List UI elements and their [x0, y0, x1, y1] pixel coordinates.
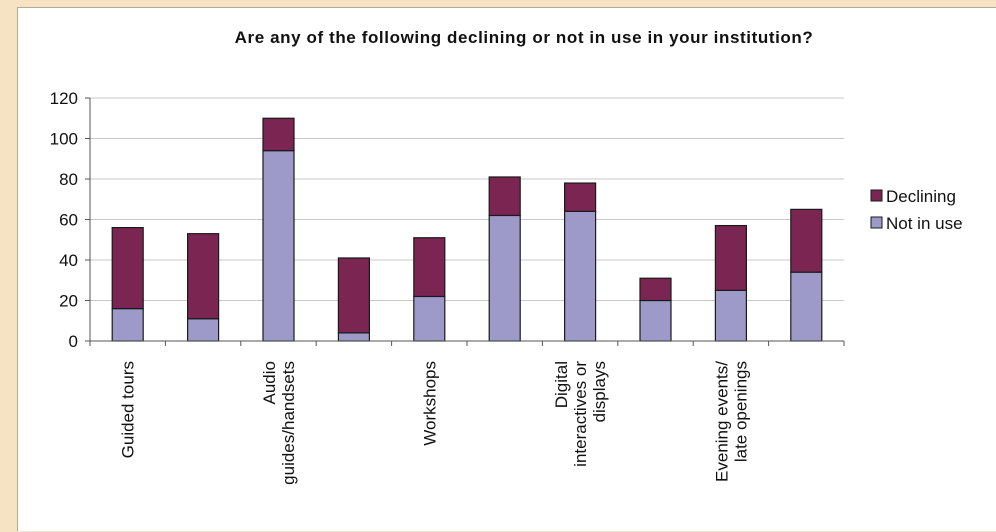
- bar-declining: [413, 237, 446, 298]
- x-category-labels: Guided tours Audio guides/handsets Workshop…: [119, 361, 751, 485]
- bar-declining: [488, 176, 521, 217]
- axes: [85, 97, 845, 346]
- x-category-label: Audio: [260, 361, 279, 404]
- x-category-label: Evening events/: [712, 361, 731, 482]
- y-tick-label: 100: [50, 130, 78, 149]
- bar-not-in-use: [413, 295, 446, 342]
- bars: [111, 117, 823, 342]
- bar-not-in-use: [714, 289, 748, 342]
- legend-label: Not in use: [886, 214, 963, 233]
- bar-declining: [262, 117, 295, 152]
- x-category-label: guides/handsets: [279, 361, 298, 485]
- x-category-label: interactives or: [571, 361, 590, 467]
- x-category-label: Digital: [552, 361, 571, 408]
- chart-frame: Are any of the following declining or no…: [17, 7, 996, 531]
- stacked-bar-chart: Are any of the following declining or no…: [50, 28, 963, 485]
- x-category-label: Guided tours: [119, 361, 138, 458]
- legend-swatch: [870, 216, 883, 229]
- y-tick-label: 80: [59, 170, 78, 189]
- bar-not-in-use: [639, 299, 672, 342]
- bar-declining: [714, 224, 748, 291]
- y-tick-label: 60: [59, 211, 78, 230]
- bar-declining: [563, 182, 597, 213]
- x-category-label: Workshops: [420, 361, 439, 446]
- chart-title: Are any of the following declining or no…: [235, 28, 814, 47]
- legend-swatch: [870, 189, 883, 202]
- bar-declining: [337, 257, 370, 334]
- bar-declining: [790, 208, 823, 273]
- bar-not-in-use: [563, 210, 597, 342]
- y-tick-labels: 0 20 40 60 80 100 120: [50, 89, 78, 351]
- bar-declining: [111, 227, 144, 310]
- bar-not-in-use: [790, 271, 823, 342]
- bar-not-in-use: [262, 150, 295, 342]
- y-tick-label: 120: [50, 89, 78, 108]
- bar-not-in-use: [111, 308, 144, 342]
- x-category-label: late openings: [731, 361, 750, 462]
- legend-label: Declining: [886, 187, 956, 206]
- bar-declining: [187, 233, 220, 320]
- y-tick-label: 0: [69, 332, 78, 351]
- bar-declining: [639, 277, 672, 302]
- x-category-label: displays: [590, 361, 609, 422]
- y-tick-label: 40: [59, 251, 78, 270]
- bar-not-in-use: [187, 318, 220, 342]
- bar-not-in-use: [337, 332, 370, 342]
- y-tick-label: 20: [59, 292, 78, 311]
- bar-not-in-use: [488, 214, 521, 342]
- legend: Declining Not in use: [870, 187, 963, 233]
